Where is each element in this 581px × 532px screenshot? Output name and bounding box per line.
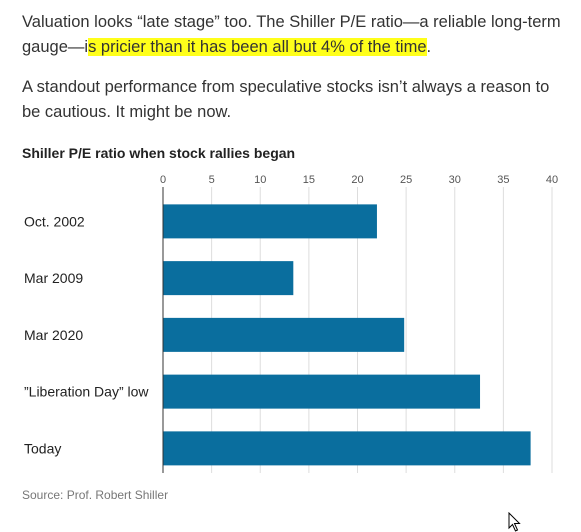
shiller-pe-bar-chart: 0 5 10 15 20 25 30 35 40 Oct. 2002 Mar 2009 Mar 202…	[24, 174, 558, 473]
x-tick-label: 15	[303, 174, 315, 186]
bar	[163, 317, 405, 352]
highlighted-text[interactable]: s pricier than it has been all but 4% of…	[88, 38, 427, 56]
bar	[163, 261, 294, 296]
category-label: Oct. 2002	[24, 213, 85, 229]
intro-text: Valuation looks “late stage” too. The Sh…	[22, 13, 561, 56]
bar	[163, 204, 377, 239]
body-paragraph: A standout performance from speculative …	[22, 78, 550, 121]
intro-text-end: .	[426, 38, 432, 56]
chart-title: Shiller P/E ratio when stock rallies beg…	[22, 145, 296, 161]
bar	[163, 431, 531, 466]
category-label: Mar 2020	[24, 327, 83, 343]
x-tick-label: 35	[497, 174, 509, 186]
category-label: Mar 2009	[24, 270, 83, 286]
category-label: Today	[24, 440, 61, 456]
x-tick-label: 30	[449, 174, 461, 186]
x-tick-label: 0	[160, 174, 166, 186]
chart-source: Source: Prof. Robert Shiller	[22, 488, 169, 502]
category-label: ”Liberation Day” low	[24, 384, 149, 400]
x-tick-label: 10	[254, 174, 266, 186]
intro-paragraph: Valuation looks “late stage” too. The Sh…	[22, 10, 567, 60]
x-tick-label: 40	[546, 174, 558, 186]
x-tick-label: 20	[351, 174, 363, 186]
x-tick-label: 5	[209, 174, 215, 186]
mouse-pointer-icon	[508, 512, 521, 532]
x-tick-label: 25	[400, 174, 412, 186]
bar	[163, 374, 481, 409]
